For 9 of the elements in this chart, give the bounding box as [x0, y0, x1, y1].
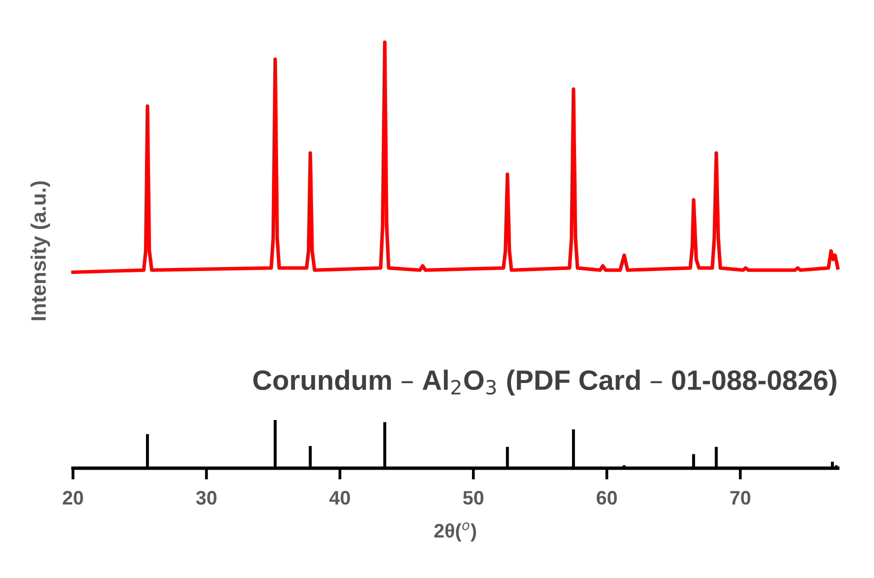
x-tick-label: 20 — [62, 490, 83, 505]
x-tick-label: 40 — [329, 490, 350, 505]
x-tick-label: 50 — [463, 490, 484, 505]
x-axis-title: 2θ($^{o}$) — [434, 522, 476, 542]
x-tick-label: 30 — [196, 490, 216, 505]
x-tick-label: 60 — [596, 490, 617, 505]
annotation: Corundum – Al$_{2}$O$_{3}$ (PDF Card – 01-088-0826) — [253, 370, 836, 396]
x-tick-label: 70 — [730, 490, 750, 505]
y-axis-title: Intensity (a.u.) — [30, 181, 50, 320]
